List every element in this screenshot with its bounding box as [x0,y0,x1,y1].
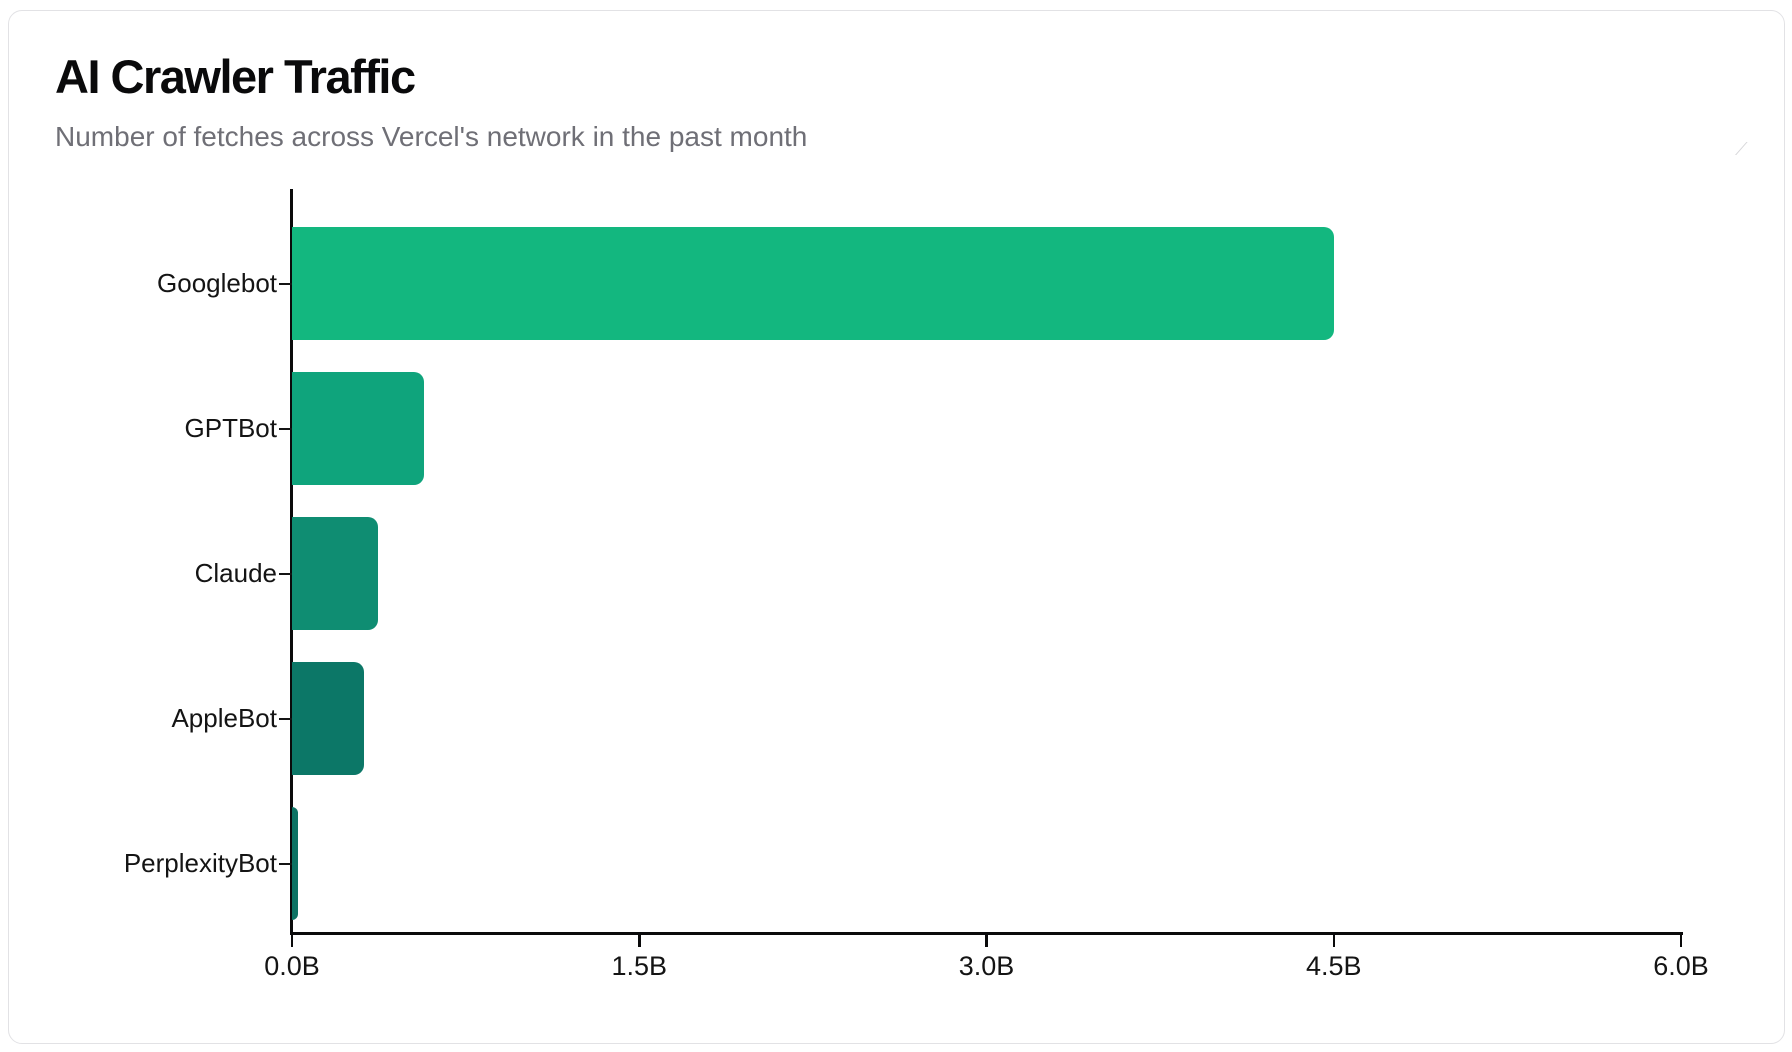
x-axis-tick-3.0b [985,935,988,947]
category-tick-googlebot [279,282,292,285]
chart-title: AI Crawler Traffic [55,50,416,103]
category-label-applebot: AppleBot [171,703,277,733]
bar-gptbot[interactable] [292,372,424,485]
x-axis-label-3.0b: 3.0B [958,951,1015,981]
category-label-gptbot: GPTBot [184,413,277,443]
chart-card: AI Crawler Traffic Number of fetches acr… [8,10,1785,1044]
x-axis-tick-6.0b [1679,935,1683,947]
bar-perplexitybot[interactable] [292,807,298,920]
x-axis-label-6.0b: 6.0B [1653,951,1709,981]
category-label-claude: Claude [194,558,277,588]
bar-claude[interactable] [292,517,378,630]
bar-applebot[interactable] [292,662,364,775]
x-axis-label-0.0b: 0.0B [264,951,320,981]
category-label-googlebot: Googlebot [157,268,277,298]
x-axis-tick-4.5b [1332,935,1335,947]
bar-chart-plot: Googlebot GPTBot Claude AppleBot PerplexityB… [9,11,1784,1043]
category-label-perplexitybot: PerplexityBot [123,848,277,878]
y-axis-line [290,189,293,935]
resize-handle-icon: ⟋ [1735,139,1748,159]
x-axis-tick-0.0b [290,935,294,947]
category-tick-claude [279,572,292,575]
x-axis-tick-1.5b [638,935,641,947]
category-tick-gptbot [279,427,292,430]
chart-subtitle: Number of fetches across Vercel's networ… [55,121,808,152]
bar-googlebot[interactable] [292,227,1334,340]
category-tick-applebot [279,717,292,720]
x-axis-line [290,932,1683,935]
x-axis-label-4.5b: 4.5B [1305,951,1362,981]
category-tick-perplexitybot [279,862,292,865]
x-axis-label-1.5b: 1.5B [611,951,668,981]
